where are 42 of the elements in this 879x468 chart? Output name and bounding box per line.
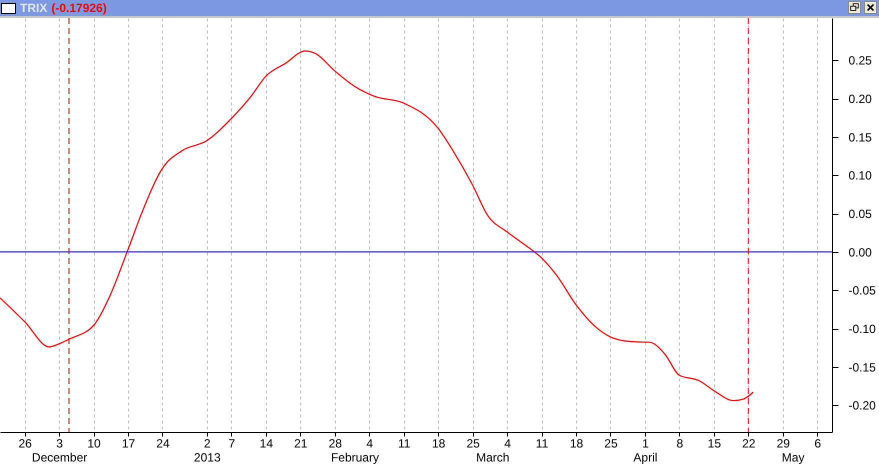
chart-subtitle: (-0.17926) (51, 1, 107, 15)
y-tick-label: -0.10 (848, 322, 876, 336)
x-tick-label: 17 (122, 436, 136, 450)
x-tick-label: 14 (260, 436, 274, 450)
x-tick-label: 2 (204, 436, 211, 450)
x-tick-label: 28 (328, 436, 342, 450)
y-tick-label: 0.15 (848, 130, 872, 144)
x-tick-label: 8 (676, 436, 684, 450)
y-tick-label: 0.05 (848, 207, 872, 221)
x-tick-label: 1 (642, 436, 650, 450)
x2-tick-label: April (633, 450, 658, 464)
x2-tick-label: December (32, 450, 88, 464)
x-tick-label: 29 (776, 436, 790, 450)
x-tick-label: 18 (432, 436, 446, 450)
x-tick-label: 10 (87, 436, 102, 450)
x-tick-label: 15 (708, 436, 722, 450)
x-tick-label: 7 (228, 436, 236, 450)
x2-tick-label: March (476, 450, 510, 464)
x-tick-label: 3 (56, 436, 64, 450)
x-tick-label: 18 (570, 436, 584, 450)
x-tick-label: 24 (156, 436, 170, 450)
x-tick-label: 26 (18, 436, 32, 450)
x-tick-label: 21 (294, 436, 308, 450)
y-tick-label: -0.20 (848, 398, 876, 413)
x-tick-label: 11 (536, 436, 549, 450)
y-tick-label: 0.25 (848, 54, 872, 68)
x-tick-label: 11 (398, 436, 411, 450)
x2-tick-label: 2013 (194, 450, 221, 464)
x-tick-label: 4 (366, 436, 374, 450)
x-tick-label: 6 (814, 436, 822, 450)
y-tick-label: -0.05 (848, 284, 876, 298)
x-tick-label: 22 (742, 436, 756, 450)
y-tick-label: -0.15 (848, 360, 876, 374)
y-tick-label: 0.00 (848, 245, 872, 260)
x2-tick-label: February (330, 450, 379, 464)
x2-tick-label: May (782, 450, 804, 464)
x-tick-label: 25 (466, 436, 480, 450)
x-tick-label: 25 (604, 436, 618, 450)
x-tick-label: 4 (504, 436, 512, 450)
chart-title: TRIX (20, 1, 48, 15)
y-tick-label: 0.10 (848, 168, 872, 183)
y-tick-label: 0.20 (848, 92, 872, 106)
